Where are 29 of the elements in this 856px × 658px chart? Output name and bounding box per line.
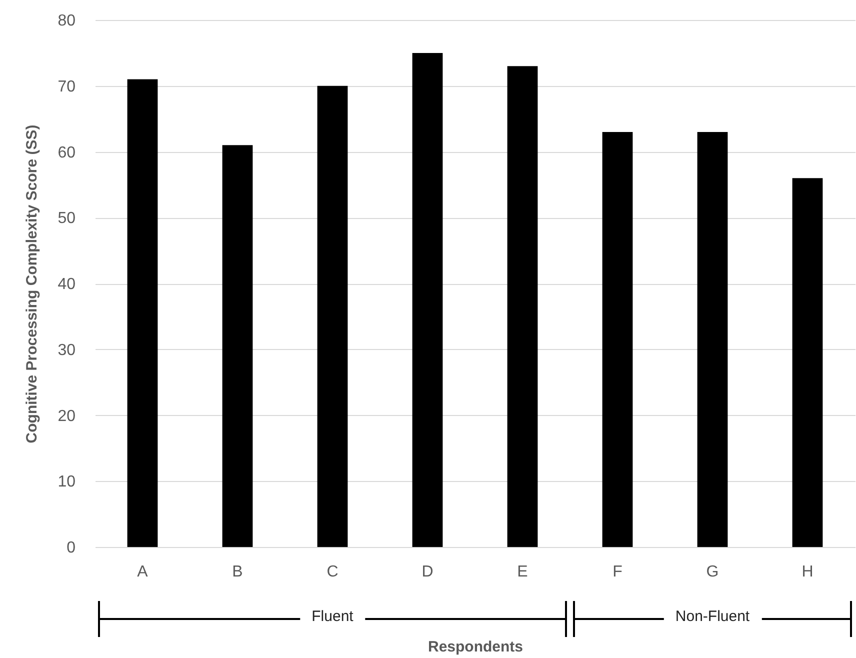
y-tick-label: 40 [58,276,76,293]
x-tick-label: G [706,564,719,580]
x-tick-label: E [517,564,528,580]
y-tick-label: 0 [66,540,76,556]
y-tick-label: 60 [58,144,76,162]
x-tick-label: C [326,564,338,580]
x-axis-title: Respondents [428,638,524,656]
x-tick-label: B [232,564,243,580]
y-tick-label: 70 [58,78,76,96]
bar [317,86,348,547]
bar [507,66,538,547]
y-tick-label: 10 [58,474,76,491]
bar [412,52,443,547]
x-tick-label: F [612,564,623,580]
bar [127,79,158,547]
bar [222,145,253,547]
bracket: Fluent [98,601,567,637]
bracket: Non-Fluent [573,601,852,637]
y-tick-label: 50 [58,210,76,228]
x-tick-label: H [802,564,814,580]
y-tick-label: 20 [58,408,76,425]
bar [602,132,633,547]
y-tick-label: 30 [58,342,76,359]
bar [697,132,728,547]
y-tick-label: 80 [58,12,76,30]
x-tick-label: A [137,564,148,580]
y-axis-title: Cognitive Processing Complexity Score (SS) [24,124,41,444]
bar [792,178,823,547]
x-tick-label: D [422,564,434,580]
